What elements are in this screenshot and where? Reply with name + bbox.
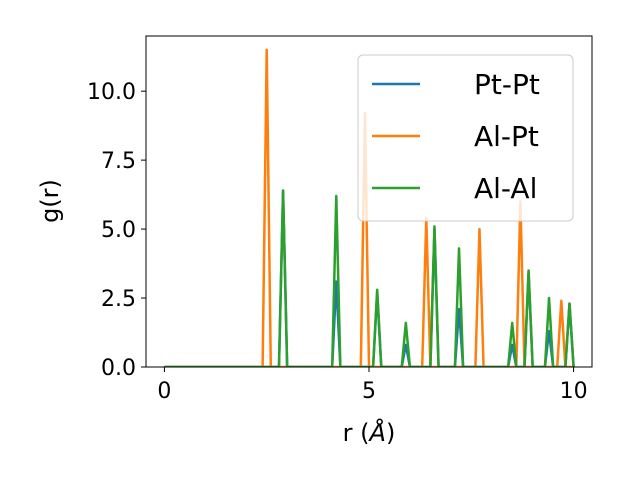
series-layer bbox=[164, 48, 575, 367]
y-tick-label: 0.0 bbox=[101, 356, 136, 381]
y-axis: 0.0 2.5 5.0 7.5 10.0 bbox=[87, 80, 146, 381]
legend-box bbox=[357, 54, 574, 222]
legend-label-pt-pt: Pt-Pt bbox=[474, 68, 540, 101]
y-tick-label: 5.0 bbox=[101, 218, 136, 243]
x-tick-label: 10 bbox=[560, 379, 588, 404]
x-tick-label: 5 bbox=[362, 379, 376, 404]
legend-label-al-pt: Al-Pt bbox=[474, 120, 539, 153]
y-axis-label: g(r) bbox=[36, 179, 64, 223]
y-tick-label: 10.0 bbox=[87, 80, 136, 105]
legend-label-al-al: Al-Al bbox=[474, 172, 537, 205]
x-tick-label: 0 bbox=[157, 379, 171, 404]
y-tick-label: 7.5 bbox=[101, 149, 136, 174]
series-line-al-al bbox=[164, 189, 575, 367]
x-axis: 0 5 10 bbox=[157, 367, 588, 404]
y-tick-label: 2.5 bbox=[101, 287, 136, 312]
series-line-pt-pt bbox=[164, 189, 575, 367]
x-axis-label: r (Å) bbox=[343, 418, 396, 447]
legend: Pt-Pt Al-Pt Al-Al bbox=[357, 54, 574, 222]
